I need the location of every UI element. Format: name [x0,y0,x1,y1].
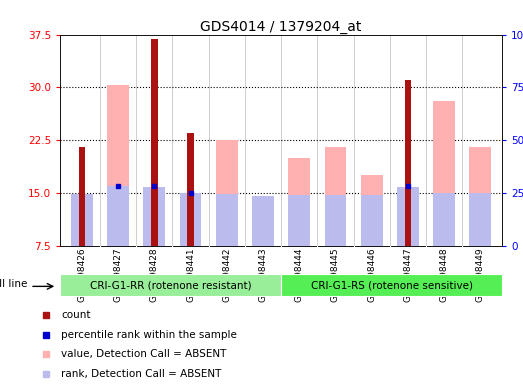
Bar [470,193,491,246]
Bar [71,194,93,246]
Bar [252,197,274,246]
Bar [143,187,165,246]
Bar [78,147,85,246]
Bar [325,195,346,246]
Text: CRI-G1-RR (rotenone resistant): CRI-G1-RR (rotenone resistant) [90,280,252,290]
Bar [397,187,419,246]
Bar [151,40,157,246]
Bar [187,133,194,246]
Text: count: count [61,310,90,321]
Text: value, Detection Call = ABSENT: value, Detection Call = ABSENT [61,349,226,359]
Bar [60,274,281,296]
Text: rank, Detection Call = ABSENT: rank, Detection Call = ABSENT [61,369,221,379]
Bar [288,195,310,246]
Bar [281,274,502,296]
Text: CRI-G1-RS (rotenone sensitive): CRI-G1-RS (rotenone sensitive) [311,280,473,290]
Bar [361,175,382,246]
Bar [107,186,129,246]
Text: cell line: cell line [0,279,27,289]
Bar [252,200,274,246]
Bar [433,101,455,246]
Bar [107,85,129,246]
Bar [405,80,411,246]
Bar [216,140,237,246]
Title: GDS4014 / 1379204_at: GDS4014 / 1379204_at [200,20,362,33]
Bar [216,194,237,246]
Bar [180,193,201,246]
Bar [325,147,346,246]
Bar [470,147,491,246]
Text: percentile rank within the sample: percentile rank within the sample [61,330,237,340]
Bar [288,158,310,246]
Bar [433,193,455,246]
Bar [361,195,382,246]
